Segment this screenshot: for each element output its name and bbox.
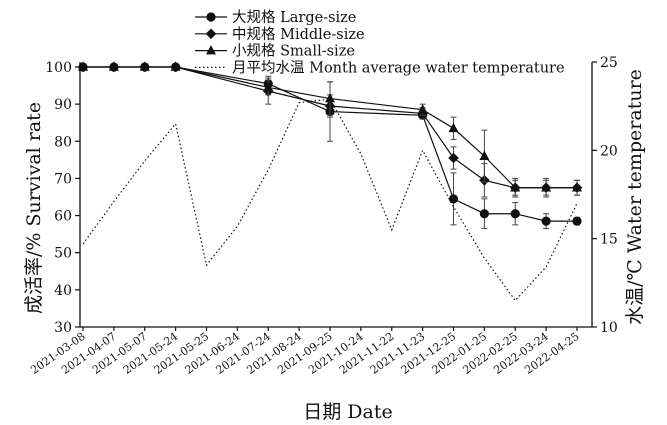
y-tick-label: 50 [54, 246, 72, 262]
x-axis-title: 日期 Date [303, 401, 392, 423]
y-tick-label: 40 [54, 283, 72, 299]
legend-label: 月平均水温 Month average water temperature [232, 59, 565, 76]
data-point [542, 217, 551, 226]
y-tick-label: 100 [45, 60, 72, 76]
y-axis-title: 成活率/% Survival rate [23, 102, 45, 314]
y2-axis-title: 水温/℃ Water temperature [624, 69, 646, 325]
survival-temperature-chart: 30405060708090100101520252021-03-082021-… [0, 0, 667, 425]
y2-tick-label: 20 [600, 143, 618, 159]
legend-item: 月平均水温 Month average water temperature [195, 59, 565, 76]
y-tick-label: 60 [54, 209, 72, 225]
legend-label: 中规格 Middle-size [232, 26, 365, 43]
y-tick-label: 90 [54, 97, 72, 113]
data-point [572, 217, 581, 226]
y-tick-label: 70 [54, 171, 72, 187]
legend-marker [206, 12, 215, 21]
y2-tick-label: 10 [600, 320, 618, 336]
legend-label: 大规格 Large-size [232, 9, 356, 26]
data-point [480, 209, 489, 218]
y-tick-label: 80 [54, 134, 72, 150]
y-tick-label: 30 [54, 320, 72, 336]
y2-tick-label: 25 [600, 55, 618, 71]
legend-label: 小规格 Small-size [232, 43, 355, 60]
data-point [511, 209, 520, 218]
y2-tick-label: 15 [600, 232, 618, 248]
